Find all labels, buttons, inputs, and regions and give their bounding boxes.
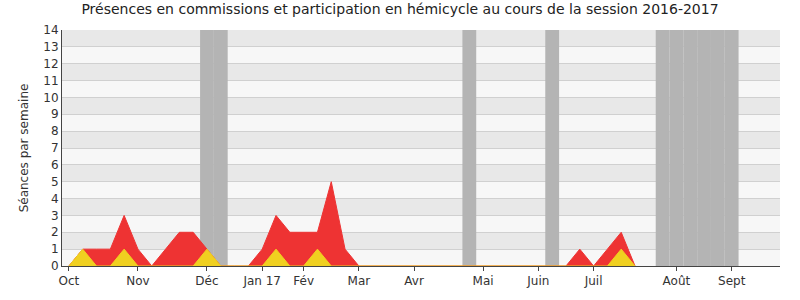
svg-text:Mai: Mai	[473, 274, 494, 288]
svg-text:9: 9	[51, 107, 59, 121]
svg-text:Déc: Déc	[195, 274, 218, 288]
svg-text:0: 0	[51, 259, 59, 273]
svg-text:Juin: Juin	[526, 274, 549, 288]
svg-text:12: 12	[43, 57, 58, 71]
svg-text:Jan 17: Jan 17	[242, 274, 281, 288]
svg-text:Mar: Mar	[348, 274, 371, 288]
svg-text:5: 5	[51, 175, 59, 189]
svg-text:8: 8	[51, 124, 59, 138]
svg-text:Présences en commissions et pa: Présences en commissions et participatio…	[81, 1, 718, 17]
svg-text:Avr: Avr	[404, 274, 424, 288]
svg-text:14: 14	[43, 23, 58, 37]
svg-text:3: 3	[51, 209, 59, 223]
svg-text:Nov: Nov	[126, 274, 149, 288]
svg-text:11: 11	[43, 74, 58, 88]
svg-text:1: 1	[51, 242, 59, 256]
svg-text:Août: Août	[663, 274, 691, 288]
svg-text:4: 4	[51, 192, 59, 206]
svg-text:Juil: Juil	[584, 274, 603, 288]
svg-text:Fév: Fév	[293, 274, 314, 288]
svg-text:Sept: Sept	[718, 274, 746, 288]
svg-text:10: 10	[43, 91, 58, 105]
svg-text:13: 13	[43, 40, 58, 54]
svg-text:7: 7	[51, 141, 59, 155]
svg-text:Séances par semaine: Séances par semaine	[17, 84, 31, 213]
svg-text:6: 6	[51, 158, 59, 172]
svg-text:2: 2	[51, 225, 59, 239]
svg-text:Oct: Oct	[59, 274, 80, 288]
